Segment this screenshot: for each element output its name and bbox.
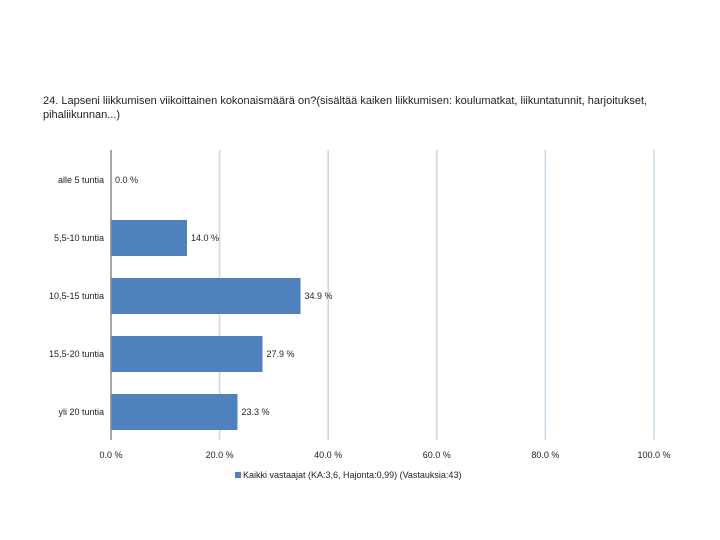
category-label: 5,5-10 tuntia (54, 233, 104, 243)
legend: Kaikki vastaajat (KA:3,6, Hajonta:0,99) … (235, 470, 461, 480)
category-labels: alle 5 tuntia 5,5-10 tuntia 10,5-15 tuntia… (49, 175, 104, 417)
category-label: 10,5-15 tuntia (49, 291, 104, 301)
category-label: yli 20 tuntia (58, 407, 104, 417)
chart-title: 24. Lapseni liikkumisen viikoittainen ko… (43, 95, 648, 121)
category-label: 15,5-20 tuntia (49, 349, 104, 359)
x-tick-label: 0.0 % (99, 450, 122, 460)
x-tick-label: 100.0 % (637, 450, 670, 460)
data-label: 34.9 % (305, 291, 333, 301)
bar (111, 278, 301, 314)
data-labels: 0.0 % 14.0 % 34.9 % 27.9 % 23.3 % (115, 175, 333, 417)
bars (111, 220, 301, 430)
data-label: 27.9 % (266, 349, 294, 359)
bar (111, 220, 188, 256)
x-tick-label: 40.0 % (314, 450, 342, 460)
x-tick-label: 20.0 % (206, 450, 234, 460)
data-label: 23.3 % (242, 407, 270, 417)
legend-swatch (235, 472, 241, 478)
data-label: 0.0 % (115, 175, 138, 185)
category-label: alle 5 tuntia (58, 175, 104, 185)
legend-entry: Kaikki vastaajat (KA:3,6, Hajonta:0,99) … (243, 470, 461, 480)
bar (111, 336, 263, 372)
x-tick-label: 60.0 % (423, 450, 451, 460)
bar (111, 394, 238, 430)
x-axis-ticks: 0.0 % 20.0 % 40.0 % 60.0 % 80.0 % 100.0 % (99, 450, 670, 460)
x-tick-label: 80.0 % (531, 450, 559, 460)
data-label: 14.0 % (191, 233, 219, 243)
